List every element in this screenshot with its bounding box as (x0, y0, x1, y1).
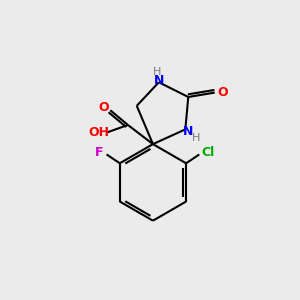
Text: H: H (192, 133, 201, 142)
Text: H: H (153, 67, 161, 77)
Text: F: F (95, 146, 103, 159)
Text: O: O (218, 86, 228, 99)
Text: O: O (98, 101, 109, 114)
Text: OH: OH (88, 126, 109, 139)
Text: N: N (154, 74, 164, 87)
Text: Cl: Cl (202, 146, 215, 159)
Text: N: N (182, 125, 193, 138)
